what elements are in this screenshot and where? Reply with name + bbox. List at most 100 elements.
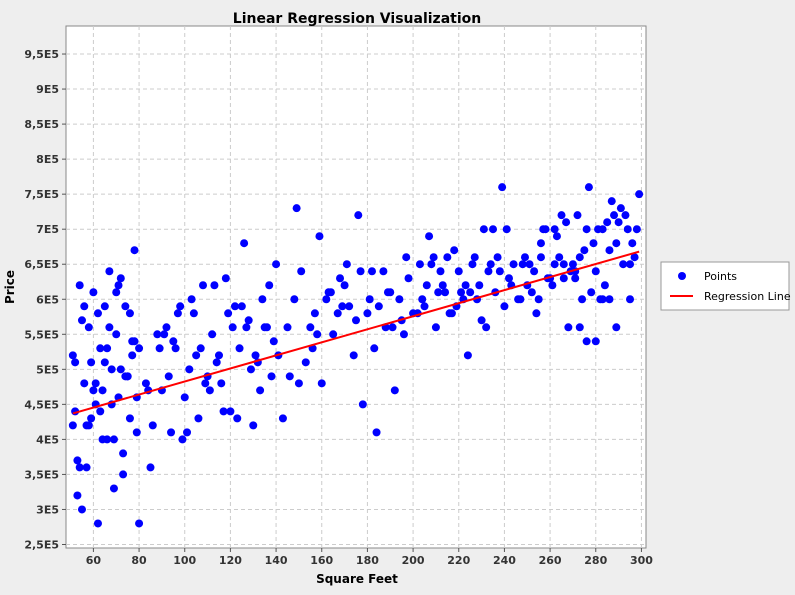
data-point (73, 491, 82, 500)
data-point (571, 274, 580, 283)
data-point (114, 281, 123, 290)
data-point (379, 267, 388, 276)
data-point (84, 323, 93, 332)
data-point (285, 372, 294, 381)
points-series (68, 183, 644, 528)
data-point (326, 288, 335, 297)
data-point (185, 365, 194, 374)
data-point (559, 274, 568, 283)
data-point (614, 218, 623, 227)
x-tick-label: 200 (402, 554, 425, 567)
data-point (580, 246, 589, 255)
data-point (258, 295, 267, 304)
data-point (623, 225, 632, 234)
x-tick-label: 140 (265, 554, 288, 567)
x-tick-label: 240 (493, 554, 516, 567)
data-point (201, 379, 210, 388)
data-point (272, 260, 281, 269)
data-point (189, 309, 198, 318)
data-point (466, 288, 475, 297)
data-point (233, 414, 242, 423)
x-axis-ticks: 60 80 100 120 140 160 180 200 220 240 260 280 300 (86, 548, 653, 567)
data-point (454, 267, 463, 276)
data-point (93, 519, 102, 528)
data-point (502, 225, 511, 234)
data-point (98, 386, 107, 395)
legend: Points Regression Line (660, 261, 791, 311)
data-point (495, 267, 504, 276)
data-point (75, 281, 84, 290)
data-point (372, 428, 381, 437)
data-point (125, 414, 134, 423)
data-point (96, 344, 105, 353)
data-point (167, 428, 176, 437)
data-point (112, 288, 121, 297)
x-tick-label: 260 (539, 554, 562, 567)
data-point (116, 274, 125, 283)
data-point (242, 323, 251, 332)
y-tick-label: 6,5E5 (24, 258, 59, 271)
data-point (278, 414, 287, 423)
data-point (457, 288, 466, 297)
data-point (290, 295, 299, 304)
data-point (552, 232, 561, 241)
data-point (84, 421, 93, 430)
data-point (121, 302, 130, 311)
data-point (575, 253, 584, 262)
data-point (395, 295, 404, 304)
data-point (297, 267, 306, 276)
data-point (349, 351, 358, 360)
data-point (208, 330, 217, 339)
data-point (626, 295, 635, 304)
data-point (591, 337, 600, 346)
data-point (80, 302, 89, 311)
data-point (214, 351, 223, 360)
data-point (112, 330, 121, 339)
data-point (468, 260, 477, 269)
data-point (217, 379, 226, 388)
y-tick-label: 5E5 (36, 363, 59, 376)
data-point (504, 274, 513, 283)
data-point (93, 309, 102, 318)
data-point (475, 281, 484, 290)
data-point (388, 323, 397, 332)
data-point (477, 316, 486, 325)
data-point (539, 225, 548, 234)
data-point (292, 204, 301, 213)
data-point (313, 330, 322, 339)
data-point (582, 225, 591, 234)
y-tick-label: 4E5 (36, 433, 59, 446)
data-point (336, 274, 345, 283)
data-point (626, 260, 635, 269)
y-tick-label: 9,5E5 (24, 48, 59, 61)
data-point (500, 302, 509, 311)
data-point (532, 309, 541, 318)
data-point (418, 295, 427, 304)
data-point (479, 225, 488, 234)
y-tick-label: 3E5 (36, 503, 59, 516)
data-point (171, 344, 180, 353)
data-point (342, 260, 351, 269)
data-point (587, 288, 596, 297)
data-point (575, 323, 584, 332)
data-point (612, 239, 621, 248)
data-point (205, 386, 214, 395)
y-tick-label: 2,5E5 (24, 538, 59, 551)
data-point (130, 337, 139, 346)
data-point (632, 225, 641, 234)
y-tick-label: 8E5 (36, 153, 59, 166)
data-point (89, 288, 98, 297)
data-point (219, 407, 228, 416)
data-point (598, 225, 607, 234)
data-point (135, 344, 144, 353)
x-tick-label: 180 (356, 554, 379, 567)
data-point (635, 190, 644, 199)
data-point (77, 505, 86, 514)
data-point (89, 386, 98, 395)
data-point (358, 400, 367, 409)
data-point (125, 309, 134, 318)
x-tick-label: 220 (447, 554, 470, 567)
data-point (119, 470, 128, 479)
data-point (578, 295, 587, 304)
data-point (415, 260, 424, 269)
